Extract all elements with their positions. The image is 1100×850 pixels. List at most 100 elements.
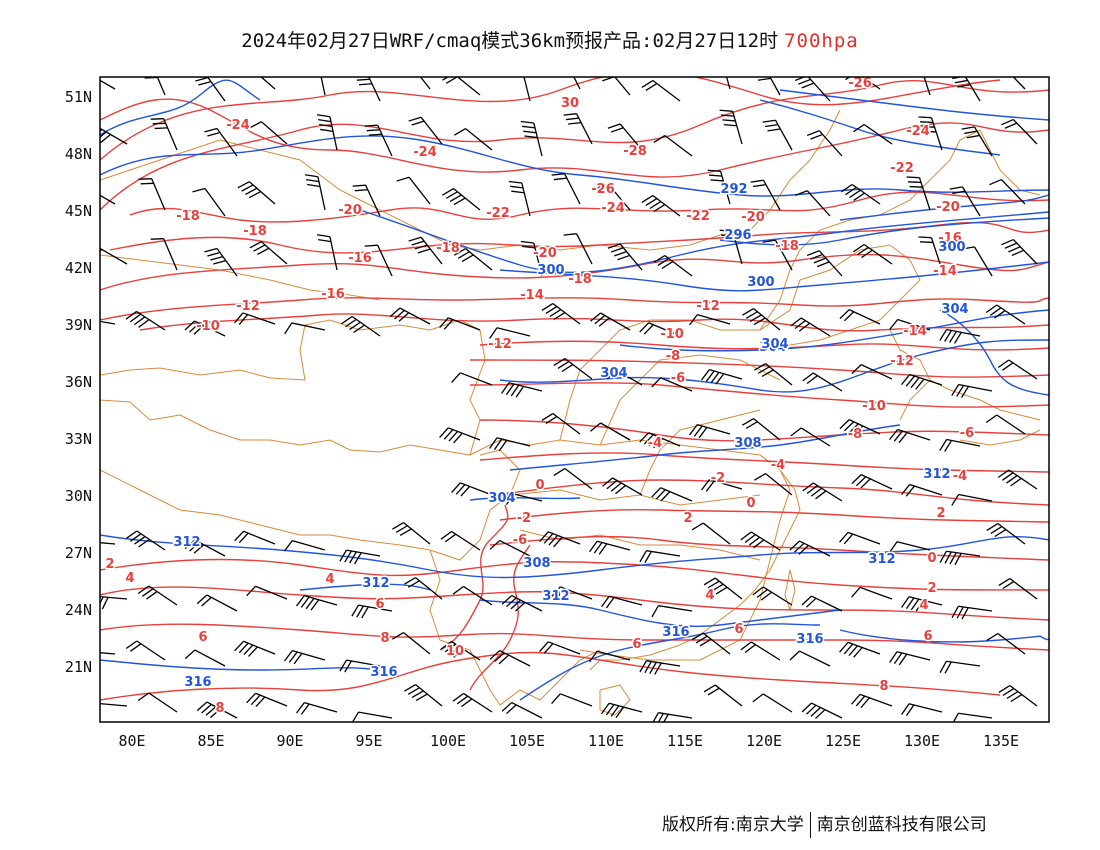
wind-barb [520, 240, 543, 277]
wind-barb [754, 363, 793, 386]
wind-barb [100, 320, 116, 325]
geopotential-contour [779, 89, 1049, 121]
temperature-label: -20 [741, 210, 765, 225]
temperature-label: -14 [520, 288, 544, 303]
lon-label: 100E [430, 732, 466, 750]
wind-barb [789, 650, 831, 667]
temperature-contours [100, 77, 1049, 701]
wind-barb [316, 114, 338, 151]
wind-barb [351, 604, 393, 619]
wind-barb [408, 236, 443, 265]
geopotential-label: 292 [720, 182, 747, 197]
northeast-border-b [769, 244, 921, 346]
wind-barb [985, 414, 1026, 435]
wind-barb [997, 359, 1038, 380]
wind-barb [296, 702, 338, 715]
lat-label: 45N [65, 202, 92, 220]
wind-barb [790, 317, 831, 337]
temperature-label: 6 [632, 637, 641, 652]
wind-barb [150, 238, 178, 271]
temperature-contour [100, 80, 1049, 211]
temperature-label: 2 [927, 581, 936, 596]
wind-barb [234, 530, 276, 545]
wind-barb [523, 77, 531, 102]
wind-barb [551, 586, 593, 601]
temperature-contour [100, 297, 1049, 321]
wind-barb [501, 492, 543, 506]
wind-barb [689, 424, 731, 439]
wind-barb [906, 176, 931, 211]
temperature-contour [469, 359, 1049, 378]
wind-barb [719, 229, 743, 265]
wind-barb [439, 427, 481, 444]
wind-barb [489, 437, 531, 452]
lat-label: 39N [65, 316, 92, 334]
wind-barb [520, 120, 543, 157]
wind-barb [839, 309, 881, 325]
geopotential-label: 312 [923, 467, 950, 482]
temperature-label: -28 [623, 144, 647, 159]
wind-barb [853, 123, 893, 145]
wind-barb [539, 531, 581, 548]
wind-barb [939, 438, 981, 452]
wind-barb [801, 595, 843, 612]
geopotential-label: 308 [734, 436, 761, 451]
wind-barb [452, 585, 493, 606]
geopotential-label: 312 [868, 552, 895, 567]
wind-barb [742, 418, 781, 441]
wind-barb [707, 169, 731, 205]
province-borders [100, 109, 1041, 716]
geopotential-label: 304 [759, 340, 786, 355]
temperature-label: -26 [848, 76, 872, 91]
wind-barb [489, 649, 531, 667]
wind-barb [762, 239, 793, 271]
lon-label: 110E [588, 732, 624, 750]
wind-barb [701, 479, 743, 492]
mid-borders-e [639, 409, 761, 496]
wind-barb [889, 651, 931, 666]
wind-barb [653, 134, 693, 157]
temperature-contour [489, 479, 1049, 506]
wind-barb [392, 632, 431, 655]
wind-barb [639, 322, 681, 337]
geopotential-label: 300 [938, 240, 965, 255]
temperature-contour [100, 77, 1001, 161]
geopotential-label: 296 [724, 228, 751, 243]
wind-barb [364, 244, 393, 277]
wind-barb [451, 482, 493, 497]
temperature-label: -4 [771, 458, 785, 473]
temperature-label: -14 [903, 324, 927, 339]
lon-label: 125E [825, 732, 861, 750]
geopotential-label: 300 [747, 275, 774, 290]
wind-barb [841, 183, 881, 205]
wind-barb [501, 701, 543, 719]
wind-barb [125, 310, 166, 331]
wind-barb [607, 243, 643, 271]
temperature-contour [100, 558, 1049, 591]
geopotential-label: 316 [796, 632, 823, 647]
wind-barb [320, 77, 326, 96]
yunnan-border [429, 549, 601, 706]
geopotential-label: 304 [488, 491, 515, 506]
temperature-label: -2 [711, 471, 725, 486]
temperature-contour [100, 586, 1049, 621]
wind-barb [541, 302, 581, 325]
wind-barb [284, 540, 326, 552]
wind-barb [851, 474, 893, 490]
wind-barb [551, 173, 581, 205]
wind-barb [923, 77, 931, 96]
chart-title: 2024年02月27日WRF/cmaq模式36km预报产品:02月27日12时 7… [0, 26, 1100, 53]
wind-barb [789, 540, 831, 557]
wind-barb [651, 377, 693, 392]
temperature-label: -14 [933, 264, 957, 279]
southwest-border [100, 449, 521, 561]
wind-barb [740, 641, 781, 661]
geopotential-contour [839, 629, 1049, 643]
geopotential-label: 300 [537, 263, 564, 278]
temperature-label: -4 [953, 469, 967, 484]
wind-barb [889, 318, 931, 331]
wind-barb [440, 640, 481, 661]
temperature-label: 8 [215, 701, 224, 716]
temperature-contour [439, 504, 509, 651]
lon-label: 90E [276, 732, 303, 750]
